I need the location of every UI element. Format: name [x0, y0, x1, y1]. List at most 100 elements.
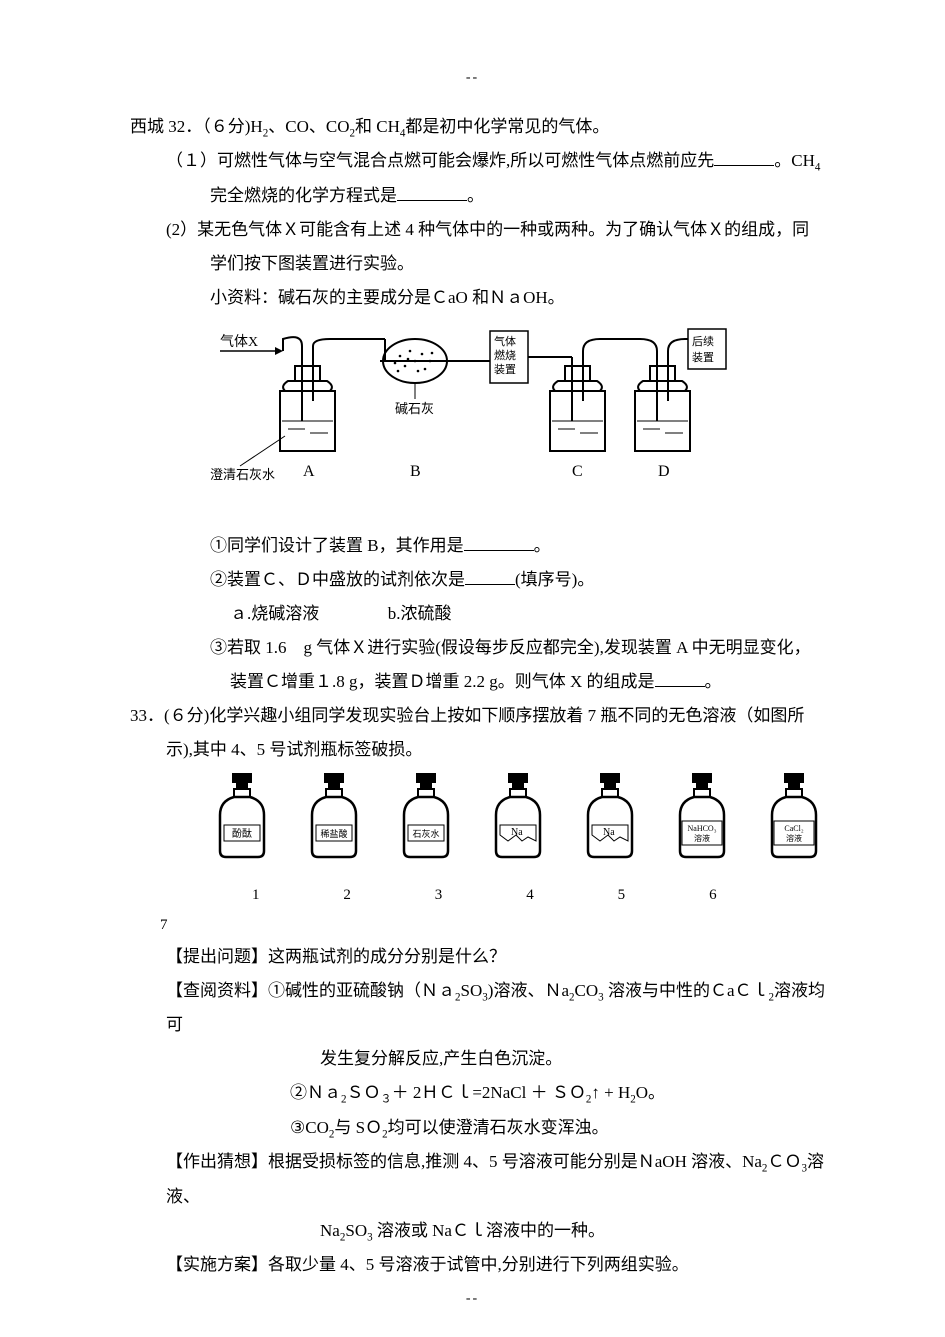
svg-b4: Na — [511, 827, 523, 838]
blank-3 — [464, 533, 534, 551]
num-4: 4 — [484, 880, 575, 910]
q32-s2b: (填序号)。 — [515, 570, 594, 589]
q33-guess-l2: Na2SO3 溶液或 NaＣｌ溶液中的一种。 — [130, 1214, 830, 1248]
content-block: 西城 32．（６分)H 2 、CO、CO 2 和 CH 4 都是初中化学常见的气体。 （１）… — [130, 110, 830, 1282]
q33-ref1-l2: 发生复分解反应,产生白色沉淀。 — [130, 1042, 830, 1076]
q33-ref1c: 溶液与中性的ＣaＣｌ — [604, 981, 769, 1000]
q32-s3-l2: 装置Ｃ增重１.8 g，装置Ｄ增重 2.2 g。则气体 X 的组成是 。 — [130, 665, 830, 699]
q32-p1b: 。CH — [774, 151, 815, 170]
svg-label-B: B — [410, 463, 421, 480]
page-root: -- 西城 32．（６分)H 2 、CO、CO 2 和 CH 4 都是初中化学常见的气体。 … — [0, 0, 945, 1337]
sub-r1a: 2 — [455, 991, 461, 1003]
q33-ref3a: ③CO — [290, 1118, 329, 1137]
sub-4b: 4 — [815, 162, 821, 174]
q32-s2d: b.浓硫酸 — [388, 604, 452, 623]
sub-g3: 2 — [340, 1231, 346, 1243]
q33-ref1a: 【查阅资料】①碱性的亚硫酸钠（Ｎａ — [166, 981, 455, 1000]
q32-s2-options: ａ.烧碱溶液 b.浓硫酸 — [130, 597, 830, 631]
num-2: 2 — [301, 880, 392, 910]
device-B — [380, 339, 450, 383]
q32-p1-line2: 完全燃烧的化学方程式是 。 — [130, 179, 830, 213]
num-6: 6 — [667, 880, 758, 910]
svg-b5: Na — [603, 827, 615, 838]
q33-header-l2: 示),其中 4、5 号试剂瓶标签破损。 — [130, 733, 830, 767]
svg-gas-x: 气体X — [220, 334, 258, 350]
svg-burn2: 燃烧 — [494, 348, 516, 362]
num-1: 1 — [210, 880, 301, 910]
q33-ref2: ②Ｎａ2ＳＯ３＋ 2ＨＣｌ=2NaCl ＋ ＳＯ2↑ + H2O。 — [130, 1076, 830, 1110]
q32-s2c: ａ.烧碱溶液 — [230, 604, 319, 623]
q33-guess2b: 溶液或 NaＣｌ溶液中的一种。 — [373, 1221, 605, 1240]
q33-ref2b: ＳＯ — [347, 1083, 381, 1102]
q33-ref3b: 与 SＯ — [334, 1118, 382, 1137]
bottle-C — [550, 351, 605, 451]
svg-b1: 酚酞 — [232, 827, 252, 840]
q32-resource: 小资料：碱石灰的主要成分是ＣaO 和ＮａOH。 — [130, 281, 830, 315]
svg-b6b: 溶液 — [694, 833, 710, 843]
q32-s3c: 。 — [705, 672, 722, 691]
blank-5 — [655, 669, 705, 687]
q32-h-c: 和 CH — [355, 117, 400, 136]
q33-guess2a: Na — [320, 1221, 340, 1240]
bottle-A — [280, 351, 335, 451]
q33-ref2e: O。 — [636, 1083, 665, 1102]
svg-b7a: CaCl₂ — [784, 824, 803, 833]
q33-ref2c: ＋ 2ＨＣｌ=2NaCl ＋ ＳＯ — [392, 1083, 586, 1102]
svg-sodalime: 碱石灰 — [395, 401, 434, 416]
q32-s2a: ②装置Ｃ、Ｄ中盛放的试剂依次是 — [210, 570, 465, 589]
q32-p2-line1: (2）某无色气体Ｘ可能含有上述 4 种气体中的一种或两种。为了确认气体Ｘ的组成，… — [130, 213, 830, 247]
q32-p1d: 。 — [467, 186, 484, 205]
q33-header-l1: 33．(６分)化学兴趣小组同学发现实验台上按如下顺序摆放着 7 瓶不同的无色溶液… — [130, 699, 830, 733]
after-box: 后续 装置 — [688, 329, 726, 369]
bottles-diagram: 酚酞 稀盐酸 石灰水 Na Na — [210, 773, 850, 880]
svg-b2: 稀盐酸 — [320, 828, 347, 839]
q32-p1c: 完全燃烧的化学方程式是 — [210, 186, 397, 205]
q32-s2: ②装置Ｃ、Ｄ中盛放的试剂依次是 (填序号)。 — [130, 563, 830, 597]
bottle-D — [635, 351, 690, 451]
q32-s1b: 。 — [534, 536, 551, 555]
q33-ref2a: ②Ｎａ — [290, 1083, 341, 1102]
q33-guess1b: ＣＯ — [767, 1152, 801, 1171]
q32-s3-l1: ③若取 1.6 g 气体Ｘ进行实验(假设每步反应都完全),发现装置 A 中无明显… — [130, 631, 830, 665]
svg-b3: 石灰水 — [412, 828, 439, 839]
q33-guess1: 【作出猜想】根据受损标签的信息,推测 4、5 号溶液可能分别是ＮaOH 溶液、N… — [166, 1152, 762, 1171]
blank-4 — [465, 567, 515, 585]
svg-b7b: 溶液 — [786, 833, 802, 843]
q33-plan: 【实施方案】各取少量 4、5 号溶液于试管中,分别进行下列两组实验。 — [130, 1248, 830, 1282]
q33-ask: 【提出问题】这两瓶试剂的成分分别是什么？ — [130, 940, 830, 974]
svg-burn3: 装置 — [494, 363, 516, 376]
apparatus-diagram: 气体X 澄清石 — [210, 321, 730, 523]
svg-after1: 后续 — [692, 334, 714, 348]
q32-h-d: 都是初中化学常见的气体。 — [405, 117, 609, 136]
svg-label-A: A — [303, 463, 315, 480]
q33-guess-l1: 【作出猜想】根据受损标签的信息,推测 4、5 号溶液可能分别是ＮaOH 溶液、N… — [130, 1145, 830, 1213]
q33-ref1-l1: 【查阅资料】①碱性的亚硫酸钠（Ｎａ2SO3)溶液、Ｎa2CO3 溶液与中性的Ｃa… — [130, 974, 830, 1042]
q33-ref2d: ↑ + H — [591, 1083, 630, 1102]
q32-s1a: ①同学们设计了装置 B，其作用是 — [210, 536, 464, 555]
q33-ref3c: 均可以使澄清石灰水变浑浊。 — [388, 1118, 609, 1137]
blank-2 — [397, 183, 467, 201]
num-3: 3 — [393, 880, 484, 910]
svg-label-D: D — [658, 463, 670, 480]
bottom-dashes: -- — [466, 1291, 479, 1307]
q33-ref3: ③CO2与 SＯ2均可以使澄清石灰水变浑浊。 — [130, 1111, 830, 1145]
sub-r2b: ３ — [381, 1094, 392, 1106]
q32-p2-line2: 学们按下图装置进行实验。 — [130, 247, 830, 281]
svg-limewater: 澄清石灰水 — [210, 467, 275, 482]
svg-label-C: C — [572, 463, 583, 480]
sub-r1c: 2 — [569, 991, 575, 1003]
svg-burn1: 气体 — [494, 334, 516, 348]
q32-h-b: 、CO、CO — [268, 117, 349, 136]
q32-h-a: 西城 32．（６分)H — [130, 117, 263, 136]
q32-p1a: （１）可燃性气体与空气混合点燃可能会爆炸,所以可燃性气体点燃前应先 — [166, 151, 714, 170]
combustion-box: 气体 燃烧 装置 — [490, 331, 528, 383]
bottles-numbers: 1 2 3 4 5 6 — [210, 880, 850, 910]
num-empty — [759, 880, 850, 910]
q32-s3b: 装置Ｃ增重１.8 g，装置Ｄ增重 2.2 g。则气体 X 的组成是 — [230, 672, 655, 691]
stray-7: 7 — [160, 910, 830, 940]
svg-b6a: NaHCO₃ — [687, 824, 716, 833]
q32-s1: ①同学们设计了装置 B，其作用是 。 — [130, 529, 830, 563]
svg-after2: 装置 — [692, 351, 714, 364]
blank-1 — [714, 148, 774, 166]
top-dashes: -- — [466, 70, 479, 86]
